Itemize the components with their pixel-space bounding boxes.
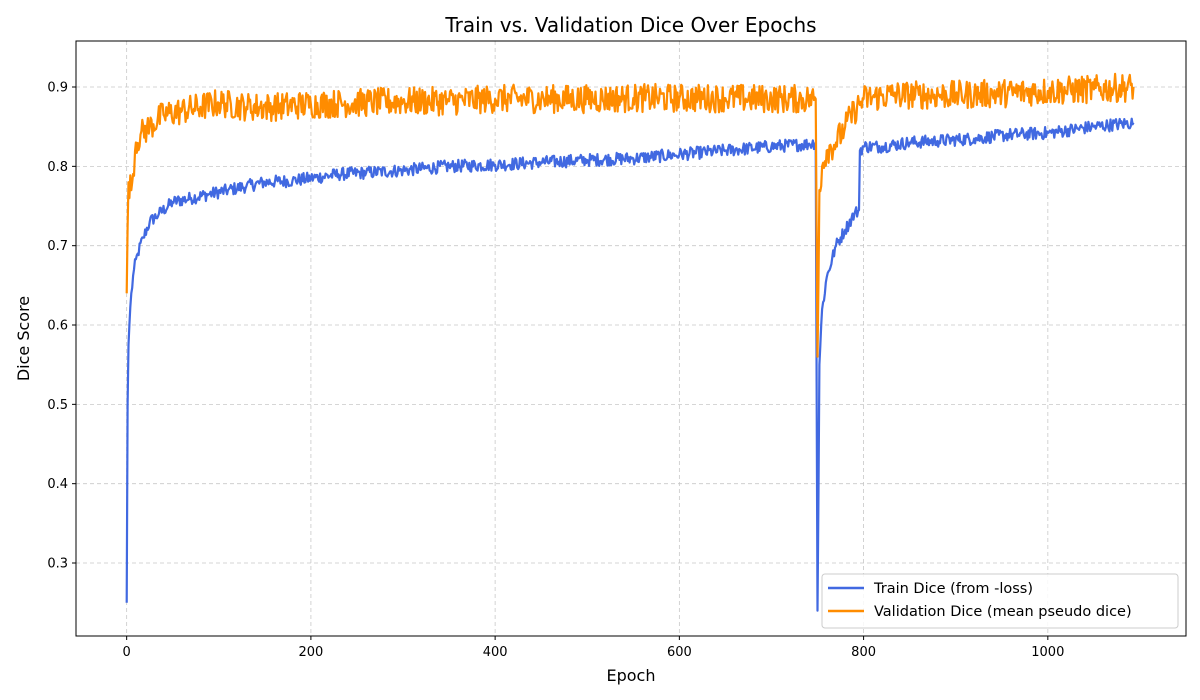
x-tick-label: 200 [298, 645, 323, 660]
legend-label: Train Dice (from -loss) [873, 581, 1033, 597]
y-tick-label: 0.6 [47, 319, 68, 334]
y-tick-label: 0.9 [47, 81, 68, 96]
plot-frame [75, 40, 1187, 637]
series-line-train [125, 117, 1135, 612]
x-tick-label: 1000 [1031, 645, 1064, 660]
x-tick-label: 0 [123, 645, 131, 660]
x-axis-title: Epoch [607, 666, 656, 685]
x-ticks: 0 200 400 600 800 1000 [123, 636, 1064, 660]
y-tick-label: 0.8 [47, 160, 68, 175]
x-tick-label: 600 [667, 645, 692, 660]
legend: Train Dice (from -loss) Validation Dice (… [821, 573, 1179, 629]
y-axis-title: Dice Score [14, 296, 33, 381]
y-ticks: 0.3 0.4 0.5 0.6 0.7 0.8 0.9 [47, 81, 76, 572]
y-tick-label: 0.5 [47, 398, 68, 413]
series-line-validation [125, 72, 1135, 358]
x-tick-label: 800 [851, 645, 876, 660]
grid [76, 41, 1186, 636]
plot-lines [125, 72, 1135, 612]
legend-label: Validation Dice (mean pseudo dice) [874, 604, 1132, 620]
y-tick-label: 0.3 [47, 557, 68, 572]
y-tick-label: 0.7 [47, 239, 68, 254]
y-tick-label: 0.4 [47, 477, 68, 492]
legend-box [821, 573, 1179, 629]
x-tick-label: 400 [483, 645, 508, 660]
chart-title: Train vs. Validation Dice Over Epochs [444, 13, 816, 37]
